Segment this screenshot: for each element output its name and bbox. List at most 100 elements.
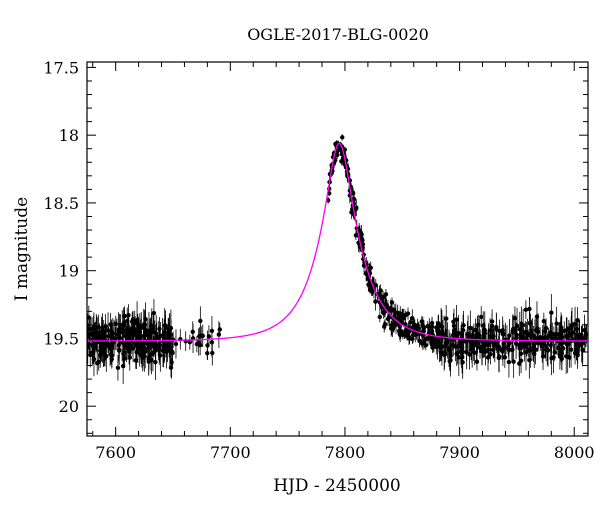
data-point [446, 347, 451, 352]
axis-ticks: 7600 7700 7800 7900 8000 17.5 18 18.5 19 19.5 20 [43, 58, 594, 462]
data-point [382, 322, 388, 327]
data-point [170, 350, 175, 356]
data-point [87, 315, 92, 320]
data-point [205, 350, 210, 356]
data-point [156, 336, 161, 341]
data-point [492, 343, 498, 348]
data-point [383, 292, 389, 297]
data-point [107, 346, 113, 351]
y-axis-label: I magnitude [12, 197, 32, 301]
data-point [373, 299, 378, 304]
data-point [397, 332, 403, 338]
data-point [527, 306, 532, 312]
data-point [141, 325, 146, 331]
data-point [513, 335, 519, 341]
data-point [105, 342, 111, 347]
data-point [113, 321, 118, 327]
data-point [454, 317, 459, 322]
data-point [481, 323, 486, 328]
data-point [405, 332, 410, 337]
data-point [127, 355, 132, 360]
y-tick-label: 19 [59, 262, 79, 281]
data-point [511, 359, 516, 364]
data-point [469, 347, 475, 352]
data-point [485, 355, 491, 360]
x-tick-label: 8000 [554, 443, 595, 462]
data-point [416, 326, 422, 331]
data-point [160, 333, 165, 338]
data-point [151, 310, 157, 316]
data-point [436, 321, 441, 326]
data-point [115, 365, 121, 371]
data-point [146, 333, 152, 339]
data-point [482, 343, 487, 348]
data-point [380, 295, 386, 300]
data-point [549, 356, 554, 361]
data-point [541, 318, 547, 324]
data-point [531, 345, 537, 350]
data-point [564, 334, 569, 339]
data-point [568, 333, 574, 338]
data-point [359, 236, 364, 242]
data-point [209, 340, 215, 345]
data-point [156, 343, 161, 349]
data-point [582, 327, 587, 333]
data-point [447, 358, 452, 364]
data-point [518, 358, 524, 363]
x-tick-label: 7700 [210, 443, 251, 462]
data-point [129, 327, 134, 332]
data-point [117, 330, 122, 336]
data-point [120, 326, 125, 332]
data-point [545, 346, 550, 352]
data-point [97, 348, 103, 353]
data-point [117, 335, 123, 341]
data-point [399, 312, 405, 318]
data-point [499, 348, 505, 354]
data-point [199, 333, 204, 338]
data-point [158, 353, 163, 358]
data-point [386, 315, 392, 320]
data-point [476, 322, 481, 328]
model-curve [87, 142, 588, 342]
data-point [475, 333, 480, 339]
data-point [197, 342, 203, 348]
data-point [569, 322, 575, 328]
data-point [430, 339, 435, 344]
data-point [140, 355, 145, 360]
data-point [459, 354, 465, 360]
data-point [403, 327, 409, 333]
data-point [543, 325, 549, 331]
data-point [420, 322, 425, 328]
data-point [407, 336, 412, 341]
data-point [122, 320, 127, 326]
data-point [163, 325, 168, 331]
data-point [451, 323, 457, 328]
data-point [440, 329, 445, 334]
data-point [487, 328, 493, 333]
data-point [205, 343, 210, 348]
data-point [474, 359, 480, 364]
data-point [444, 316, 449, 321]
data-point [96, 325, 101, 330]
data-point [150, 329, 156, 335]
data-point [464, 350, 469, 355]
data-point [92, 345, 98, 350]
data-point [128, 343, 133, 348]
data-point [552, 350, 557, 355]
data-point [217, 327, 223, 332]
data-point [468, 325, 473, 331]
y-tick-label: 17.5 [43, 58, 79, 77]
data-point [108, 329, 114, 334]
data-point [125, 332, 131, 337]
data-point [161, 348, 166, 353]
y-tick-label: 19.5 [43, 329, 79, 348]
data-point [496, 355, 502, 361]
data-point [558, 327, 563, 333]
data-point [166, 329, 171, 335]
data-point [557, 354, 563, 359]
data-point [472, 350, 477, 355]
data-point [558, 331, 563, 336]
data-point [87, 331, 92, 336]
data-point [410, 316, 415, 321]
data-point [198, 318, 203, 324]
